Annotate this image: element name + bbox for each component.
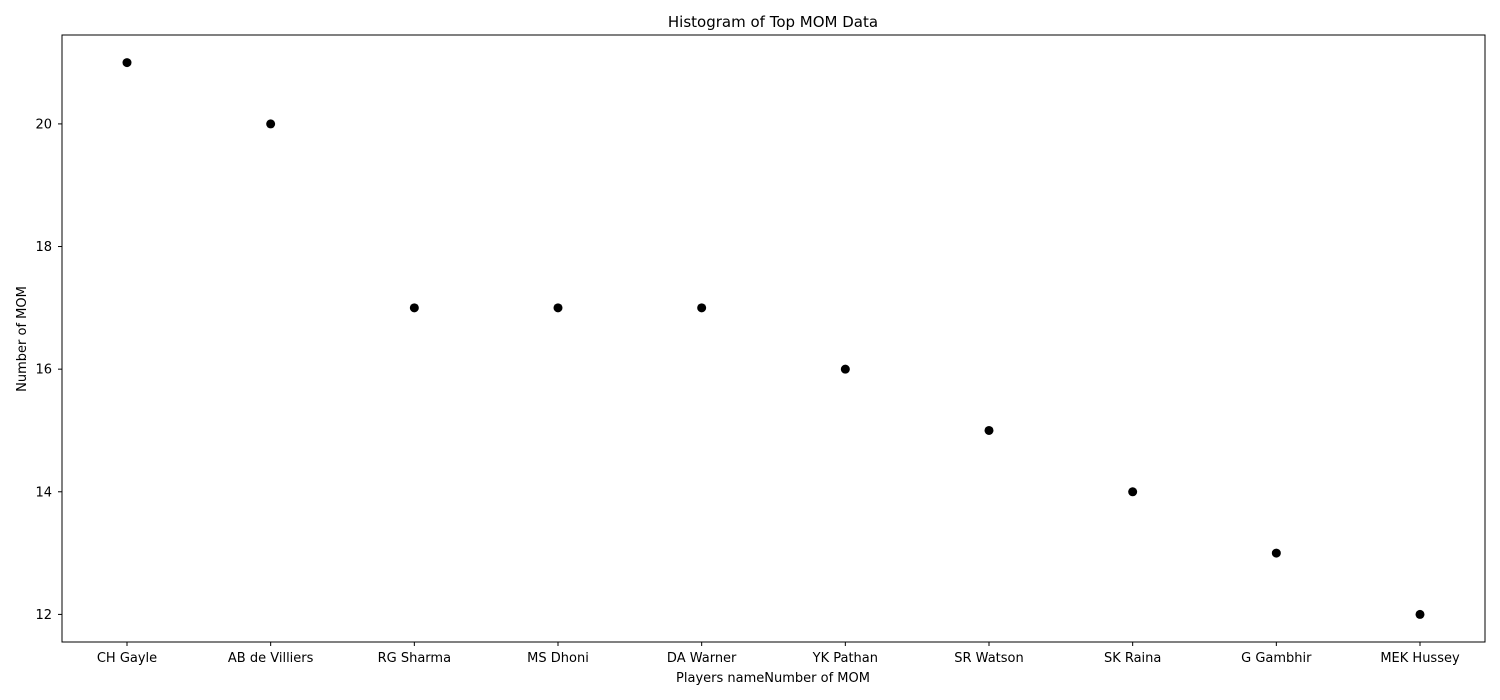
x-tick-label: MEK Hussey [1380,651,1460,666]
x-axis-label: Players nameNumber of MOM [676,671,870,686]
x-tick-label: SK Raina [1104,651,1161,666]
chart-title: Histogram of Top MOM Data [668,13,878,31]
x-tick-label: SR Watson [954,651,1023,666]
data-point [840,364,850,374]
y-tick-label: 20 [35,117,52,132]
x-tick-label: CH Gayle [97,651,157,666]
y-axis-ticks: 12 14 16 18 20 [35,117,62,623]
data-point [409,303,419,313]
x-tick-label: RG Sharma [378,651,451,666]
y-axis-label: Number of MOM [15,286,30,392]
x-tick-label: DA Warner [667,651,737,666]
data-point [553,303,563,313]
y-tick-label: 12 [35,608,52,623]
y-tick-label: 18 [35,240,52,255]
data-point [266,119,276,129]
x-tick-label: MS Dhoni [527,651,589,666]
x-tick-label: AB de Villiers [228,651,314,666]
y-tick-label: 16 [35,363,52,378]
x-tick-label: YK Pathan [812,651,878,666]
data-point [1128,487,1138,497]
data-point [1271,548,1281,558]
data-points [122,58,1425,619]
data-point [697,303,707,313]
x-tick-label: G Gambhir [1241,651,1312,666]
plot-area-frame [61,34,1486,643]
y-tick-label: 14 [35,485,52,500]
data-point [984,425,994,435]
data-point [1415,609,1425,619]
data-point [122,58,132,68]
x-axis-ticks: CH Gayle AB de Villiers RG Sharma MS Dhoni D… [97,642,1460,666]
